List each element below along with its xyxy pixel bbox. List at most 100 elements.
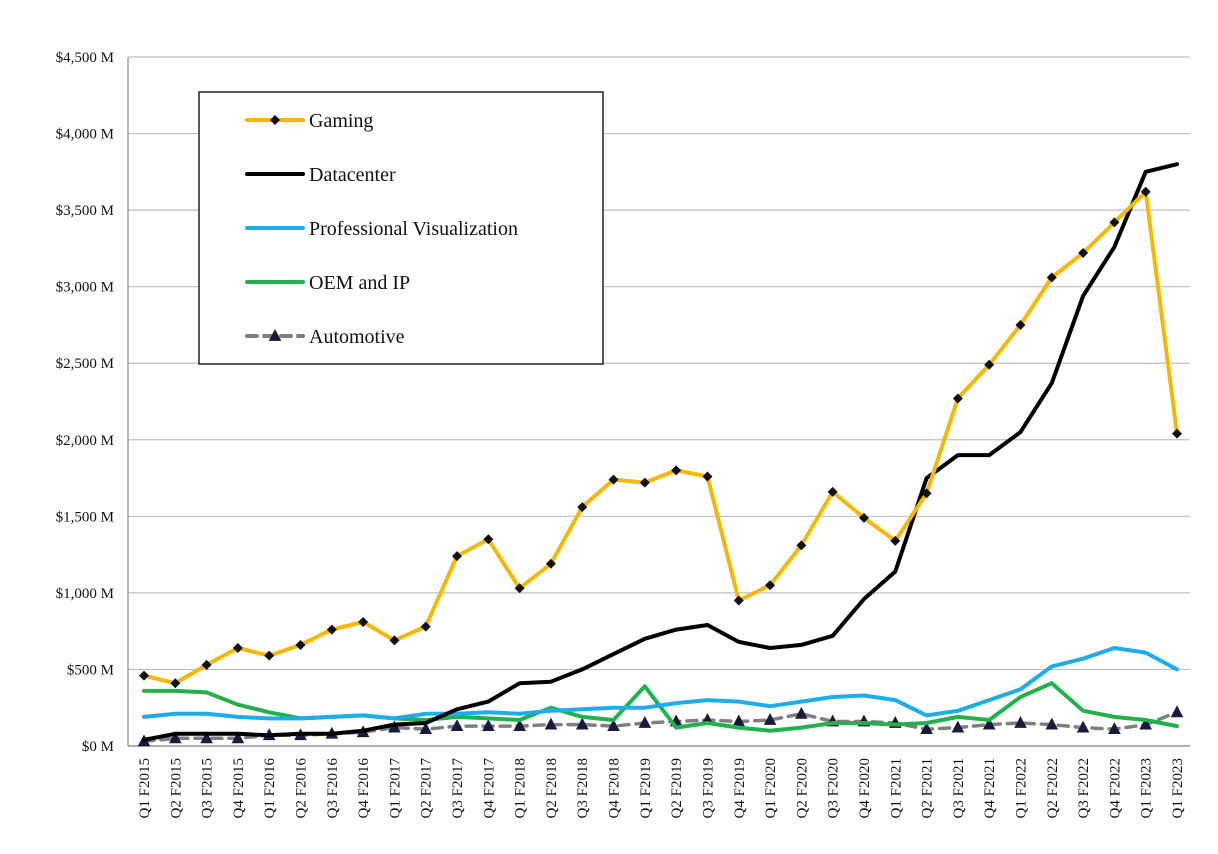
diamond-marker xyxy=(139,670,149,681)
x-tick-label: Q2 F2016 xyxy=(294,758,310,819)
diamond-marker xyxy=(545,558,556,569)
diamond-marker xyxy=(639,477,650,488)
triangle-marker xyxy=(544,717,558,730)
legend: Gaming Datacenter Professional Visualizati… xyxy=(198,91,604,365)
series-lines xyxy=(137,162,1184,747)
x-tick-label: Q3 F2021 xyxy=(951,758,967,818)
x-tick-label: Q3 F2019 xyxy=(700,758,716,818)
series-line xyxy=(142,162,1179,742)
triangle-marker xyxy=(268,329,282,341)
diamond-marker xyxy=(514,583,525,594)
x-tick-label: Q1 F2017 xyxy=(387,758,403,819)
diamond-marker xyxy=(452,551,463,562)
diamond-marker xyxy=(1015,319,1026,330)
diamond-marker xyxy=(765,580,776,591)
diamond-marker xyxy=(264,650,275,661)
triangle-marker xyxy=(763,712,777,725)
legend-item: Professional Visualization xyxy=(245,218,518,240)
diamond-marker xyxy=(1109,217,1120,228)
diamond-marker xyxy=(827,486,838,497)
legend-item: Gaming xyxy=(245,110,373,132)
y-tick-label: $1,000 M xyxy=(56,586,114,602)
x-tick-label: Q1 F2021 xyxy=(888,758,904,818)
diamond-marker xyxy=(389,635,400,646)
triangle-marker xyxy=(1139,717,1152,730)
triangle-marker xyxy=(1045,717,1059,730)
y-tick-label: $3,000 M xyxy=(56,280,114,296)
triangle-marker xyxy=(575,717,589,730)
x-tick-label: Q4 F2018 xyxy=(607,758,623,818)
x-tick-label: Q1 F2023 xyxy=(1139,758,1155,818)
y-tick-label: $0 M xyxy=(82,739,114,755)
x-tick-label: Q4 F2020 xyxy=(857,758,873,818)
series-automotive xyxy=(137,705,1184,747)
x-axis-ticks: Q1 F2015 Q2 F2015 Q3 F2015 Q4 F2015 Q1 F2016… xyxy=(137,758,1186,819)
triangle-marker xyxy=(419,722,433,735)
diamond-marker xyxy=(295,639,306,650)
triangle-marker xyxy=(607,719,620,731)
diamond-marker xyxy=(984,359,995,370)
series-professional-visualization xyxy=(142,646,1179,721)
triangle-marker xyxy=(169,731,182,744)
x-tick-label: Q3 F2020 xyxy=(826,758,842,818)
diamond-marker xyxy=(1046,272,1057,283)
x-tick-label: Q2 F2018 xyxy=(544,758,560,818)
x-tick-label: Q4 F2022 xyxy=(1107,758,1123,818)
legend-label: Professional Visualization xyxy=(309,218,518,240)
diamond-marker xyxy=(921,488,932,499)
x-tick-label: Q1 F2022 xyxy=(1013,758,1029,818)
triangle-marker xyxy=(482,719,495,731)
diamond-marker xyxy=(702,471,713,482)
diamond-marker xyxy=(232,643,243,654)
y-tick-label: $3,500 M xyxy=(56,203,114,219)
triangle-marker xyxy=(1170,705,1184,718)
x-tick-label: Q1 F2019 xyxy=(638,758,654,818)
triangle-marker xyxy=(450,719,464,731)
legend-label: Gaming xyxy=(309,110,373,132)
diamond-marker xyxy=(326,624,337,635)
diamond-marker xyxy=(1078,247,1089,258)
diamond-marker xyxy=(608,474,619,485)
x-tick-label: Q4 F2017 xyxy=(481,758,497,819)
series-line xyxy=(142,646,1179,721)
diamond-marker xyxy=(952,393,963,404)
diamond-marker xyxy=(358,616,369,627)
series-datacenter xyxy=(142,162,1179,742)
triangle-marker xyxy=(732,714,746,727)
y-tick-label: $4,500 M xyxy=(56,50,114,66)
triangle-marker xyxy=(1076,720,1090,733)
y-tick-label: $2,500 M xyxy=(56,356,114,372)
x-tick-label: Q3 F2018 xyxy=(575,758,591,818)
y-tick-label: $500 M xyxy=(67,662,114,678)
x-tick-label: Q1 F2020 xyxy=(763,758,779,818)
triangle-marker xyxy=(638,716,652,728)
x-tick-label: Q3 F2015 xyxy=(200,758,216,818)
y-axis-ticks: $0 M $500 M $1,000 M $1,500 M $2,000 M $2,500… xyxy=(56,50,114,755)
diamond-marker xyxy=(270,115,280,125)
x-tick-label: Q1 F2023 xyxy=(1170,758,1186,818)
x-tick-label: Q2 F2020 xyxy=(794,758,810,818)
diamond-marker xyxy=(577,502,588,513)
x-tick-label: Q3 F2017 xyxy=(450,758,466,819)
x-tick-label: Q3 F2016 xyxy=(325,758,341,819)
legend-label: Automotive xyxy=(309,326,405,348)
diamond-marker xyxy=(733,595,744,606)
triangle-marker xyxy=(1108,722,1121,735)
x-tick-label: Q4 F2016 xyxy=(356,758,372,819)
diamond-marker xyxy=(201,659,212,670)
triangle-marker xyxy=(982,717,996,730)
triangle-marker xyxy=(951,720,965,733)
legend-item: Datacenter xyxy=(245,164,396,186)
legend-label: OEM and IP xyxy=(309,272,410,294)
series-gaming xyxy=(139,186,1182,689)
legend-item: Automotive xyxy=(245,326,405,348)
x-tick-label: Q4 F2021 xyxy=(982,758,998,818)
x-tick-label: Q1 F2018 xyxy=(513,758,529,818)
y-tick-label: $2,000 M xyxy=(56,433,114,449)
x-tick-label: Q1 F2016 xyxy=(262,758,278,819)
x-tick-label: Q2 F2015 xyxy=(168,758,184,818)
x-tick-label: Q4 F2019 xyxy=(732,758,748,818)
triangle-marker xyxy=(795,706,808,719)
x-tick-label: Q1 F2015 xyxy=(137,758,153,818)
